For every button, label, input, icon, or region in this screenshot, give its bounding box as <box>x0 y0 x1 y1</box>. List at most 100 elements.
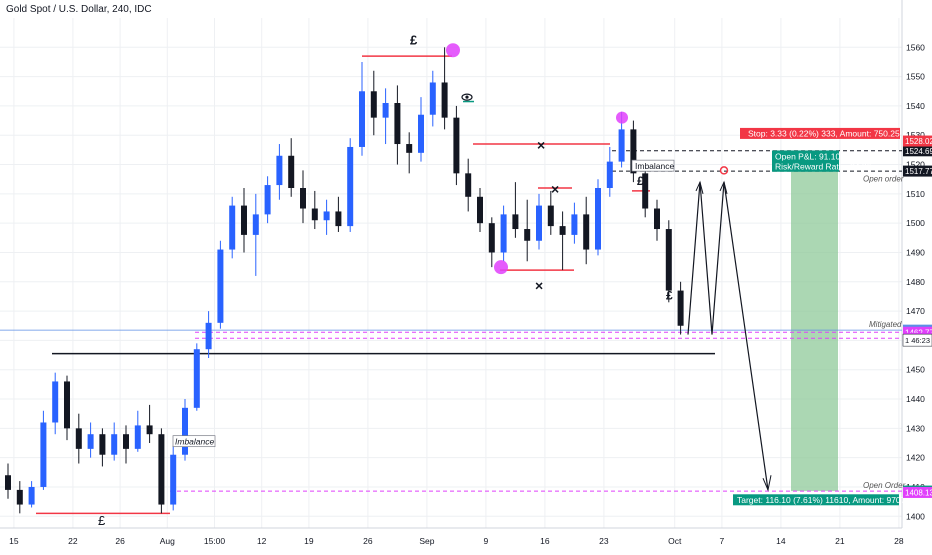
candle-body <box>134 425 141 449</box>
cross-marker: × <box>535 278 543 294</box>
x-tick-label: 19 <box>304 536 314 546</box>
cross-marker: × <box>551 181 559 197</box>
y-tick-label: 1560 <box>906 42 925 52</box>
candle-body <box>406 144 413 153</box>
x-tick-label: 12 <box>257 536 267 546</box>
price-level-box <box>903 135 932 147</box>
mitigated-label: Mitigated <box>869 320 902 329</box>
candle-body <box>370 91 377 118</box>
candle-body <box>311 208 318 221</box>
candle-body <box>500 214 507 253</box>
candle-body <box>465 173 472 197</box>
rr-box <box>772 160 839 172</box>
candle-body <box>288 155 295 188</box>
open-order-label: Open order <box>863 174 904 183</box>
candle-body <box>382 103 389 118</box>
candle-body <box>193 349 200 408</box>
price-level-box <box>903 326 932 338</box>
x-tick-label: 22 <box>68 536 78 546</box>
y-tick-label: 1510 <box>906 189 925 199</box>
candle-body <box>300 188 306 209</box>
target-box <box>733 494 899 506</box>
y-tick-label: 1430 <box>906 423 925 433</box>
candle-body <box>323 211 330 221</box>
target-label: Target: 116.10 (7.61%) 11610, Amount: 97… <box>737 495 913 505</box>
candle-body <box>630 129 637 174</box>
x-tick-label: Aug <box>160 536 175 546</box>
candle-body <box>146 425 153 435</box>
candle-body <box>99 434 106 455</box>
candle-body <box>158 434 165 505</box>
countdown-box <box>902 333 932 347</box>
candle-body <box>677 290 684 326</box>
imbalance-label: Imbalance <box>635 161 674 171</box>
candle-body <box>606 161 613 188</box>
candle-body <box>547 205 554 227</box>
x-tick-label: 26 <box>115 536 125 546</box>
pl-box <box>772 150 839 162</box>
x-tick-label: 21 <box>835 536 845 546</box>
y-tick-label: 1470 <box>906 306 925 316</box>
candle-body <box>418 114 424 153</box>
candle-body <box>429 82 436 115</box>
arrow-head <box>719 180 728 194</box>
candle-body <box>665 229 672 291</box>
x-tick-label: Sep <box>419 536 434 546</box>
candle-body <box>595 188 601 250</box>
x-tick-label: 23 <box>599 536 609 546</box>
imbalance-label: Imbalance <box>175 436 214 446</box>
price-level-box <box>903 165 932 177</box>
y-tick-label: 1400 <box>906 511 925 521</box>
imbalance-box <box>172 435 216 448</box>
imbalance-box <box>631 159 675 172</box>
price-level-label: 1517.77 <box>905 167 932 176</box>
pound-marker: £ <box>410 32 418 47</box>
candle-body <box>229 205 236 250</box>
candle-body <box>123 434 129 449</box>
candle-body <box>205 322 212 350</box>
price-level-label: 1408.13 <box>905 488 932 497</box>
candle-body <box>642 173 649 209</box>
x-tick-label: 14 <box>776 536 786 546</box>
candle-body <box>28 486 35 505</box>
candle-body <box>524 229 531 241</box>
candle-body <box>453 117 460 174</box>
price-level-box <box>903 486 932 498</box>
candle-body <box>441 82 448 118</box>
projection-path <box>687 182 769 490</box>
y-tick-label: 1490 <box>906 247 925 257</box>
y-tick-label: 1550 <box>906 72 925 82</box>
candle-body <box>512 214 519 230</box>
y-tick-label: 1500 <box>906 218 925 228</box>
y-tick-label: 1540 <box>906 101 925 111</box>
candle-body <box>347 146 354 227</box>
x-tick-label: 16 <box>540 536 550 546</box>
candle-body <box>571 214 578 235</box>
pound-marker: £ <box>98 513 106 528</box>
x-tick-label: 15:00 <box>204 536 226 546</box>
pound-marker: £ <box>637 174 644 188</box>
risk-reward-label: Risk/Reward Ratio: 34.86 <box>775 162 872 172</box>
candle-body <box>182 407 188 455</box>
target-marker <box>719 166 729 175</box>
open-order-label: Open Order <box>863 481 906 490</box>
x-tick-label: Oct <box>668 536 682 546</box>
cross-marker: × <box>537 137 545 153</box>
price-level-box <box>903 145 932 157</box>
candle-body <box>170 454 177 505</box>
y-tick-label: 1480 <box>906 277 925 287</box>
x-tick-label: 7 <box>720 536 725 546</box>
candle-body <box>64 381 70 429</box>
x-tick-label: 9 <box>484 536 489 546</box>
candles <box>5 47 684 514</box>
candle-body <box>488 223 495 253</box>
grid-lines <box>0 18 902 528</box>
candle-body <box>111 434 118 455</box>
highlight-circle <box>494 260 508 275</box>
candle-body <box>536 205 542 241</box>
price-level-label: 1524.69 <box>905 147 932 156</box>
y-tick-label: 1520 <box>906 160 925 170</box>
price-level-label: 1528.02 <box>905 137 932 146</box>
candle-body <box>654 208 660 230</box>
